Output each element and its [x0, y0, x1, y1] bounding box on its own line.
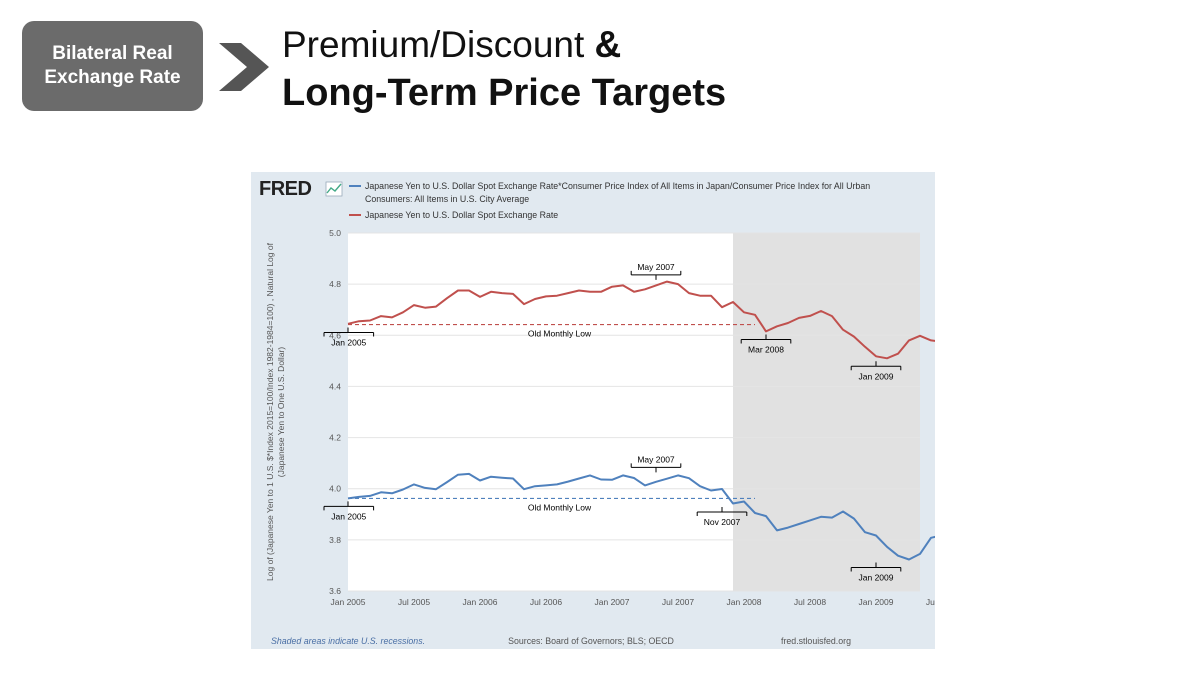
fred-url: fred.stlouisfed.org: [781, 636, 851, 646]
recession-note: Shaded areas indicate U.S. recessions.: [271, 636, 425, 646]
annotation-bracket: [323, 327, 375, 337]
recession-shade: [733, 233, 920, 591]
annotation-bracket: [630, 463, 682, 473]
y-tick-label: 4.0: [329, 484, 341, 494]
annotation-label: Jan 2009: [859, 371, 894, 381]
y-tick-label: 4.8: [329, 279, 341, 289]
badge-line-2: Exchange Rate: [44, 67, 181, 88]
x-tick-label: Jan 2008: [727, 597, 762, 607]
annotation: Mar 2008: [740, 334, 792, 354]
badge-line-1: Bilateral Real: [52, 43, 173, 64]
x-tick-label: Jan 2007: [595, 597, 630, 607]
legend-label: Consumers: All Items in U.S. City Averag…: [365, 194, 529, 204]
annotation: May 2007: [630, 262, 682, 280]
x-tick-label: Jul 2009: [926, 597, 935, 607]
old-monthly-low-label: Old Monthly Low: [528, 329, 592, 339]
chart-line-icon: [326, 183, 342, 194]
chevron-right-icon: [219, 43, 269, 91]
x-tick-label: Jan 2009: [859, 597, 894, 607]
section-badge: Bilateral Real Exchange Rate: [22, 21, 203, 111]
slide-title-line-1: Premium/Discount &: [282, 24, 621, 66]
annotation-label: Jan 2009: [859, 573, 894, 583]
annotation-label: May 2007: [637, 262, 675, 272]
annotation: Jan 2005: [323, 327, 375, 348]
old-monthly-low-label: Old Monthly Low: [528, 502, 592, 512]
annotation-label: Mar 2008: [748, 344, 784, 354]
chart-line-icon: [325, 181, 343, 197]
annotation: Jan 2009: [850, 562, 902, 583]
annotation-label: Jan 2005: [331, 511, 366, 521]
y-tick-label: 4.4: [329, 381, 341, 391]
annotation: Jan 2005: [323, 501, 375, 521]
x-tick-label: Jul 2006: [530, 597, 562, 607]
y-tick-label: 5.0: [329, 228, 341, 238]
annotation: Nov 2007: [696, 507, 748, 527]
y-tick-label: 4.2: [329, 433, 341, 443]
series-line-1: [347, 280, 935, 360]
annotation-bracket: [696, 507, 748, 517]
annotation-bracket: [850, 562, 902, 572]
x-tick-label: Jul 2007: [662, 597, 694, 607]
y-axis-label: (Japanese Yen to One U.S. Dollar): [276, 347, 286, 478]
title-part-1: Premium/Discount: [282, 24, 595, 65]
sources-note: Sources: Board of Governors; BLS; OECD: [508, 636, 674, 646]
x-tick-label: Jul 2008: [794, 597, 826, 607]
y-axis-label: Log of (Japanese Yen to 1 U.S. $*Index 2…: [265, 242, 275, 581]
annotation-label: Jan 2005: [331, 338, 366, 348]
series-line-0: [347, 472, 935, 561]
annotation-bracket: [323, 501, 375, 511]
x-tick-label: Jan 2005: [331, 597, 366, 607]
fred-chart-panel: 3.6 3.8 4.0 4.2 4.4 4.6 4.8 5.0 Jan 2005 Jul 2005…: [251, 172, 935, 649]
slide-title-line-2: Long-Term Price Targets: [282, 72, 727, 114]
fred-logo: FRED: [259, 178, 312, 200]
x-tick-label: Jan 2006: [463, 597, 498, 607]
annotation-bracket: [740, 334, 792, 344]
annotation-label: Nov 2007: [704, 517, 741, 527]
annotation: May 2007: [630, 454, 682, 473]
y-tick-label: 4.6: [329, 330, 341, 340]
legend-label: Japanese Yen to U.S. Dollar Spot Exchang…: [365, 210, 558, 220]
chart-line-icon: [325, 181, 343, 197]
annotation-label: May 2007: [637, 454, 675, 464]
annotation-bracket: [630, 270, 682, 280]
x-tick-label: Jul 2005: [398, 597, 430, 607]
y-tick-label: 3.8: [329, 535, 341, 545]
legend-label: Japanese Yen to U.S. Dollar Spot Exchang…: [365, 181, 870, 191]
y-tick-label: 3.6: [329, 586, 341, 596]
fred-chart: 3.6 3.8 4.0 4.2 4.4 4.6 4.8 5.0 Jan 2005 Jul 2005…: [259, 178, 935, 646]
annotation-bracket: [850, 361, 902, 371]
annotation: Jan 2009: [850, 361, 902, 381]
title-ampersand: &: [594, 24, 622, 65]
